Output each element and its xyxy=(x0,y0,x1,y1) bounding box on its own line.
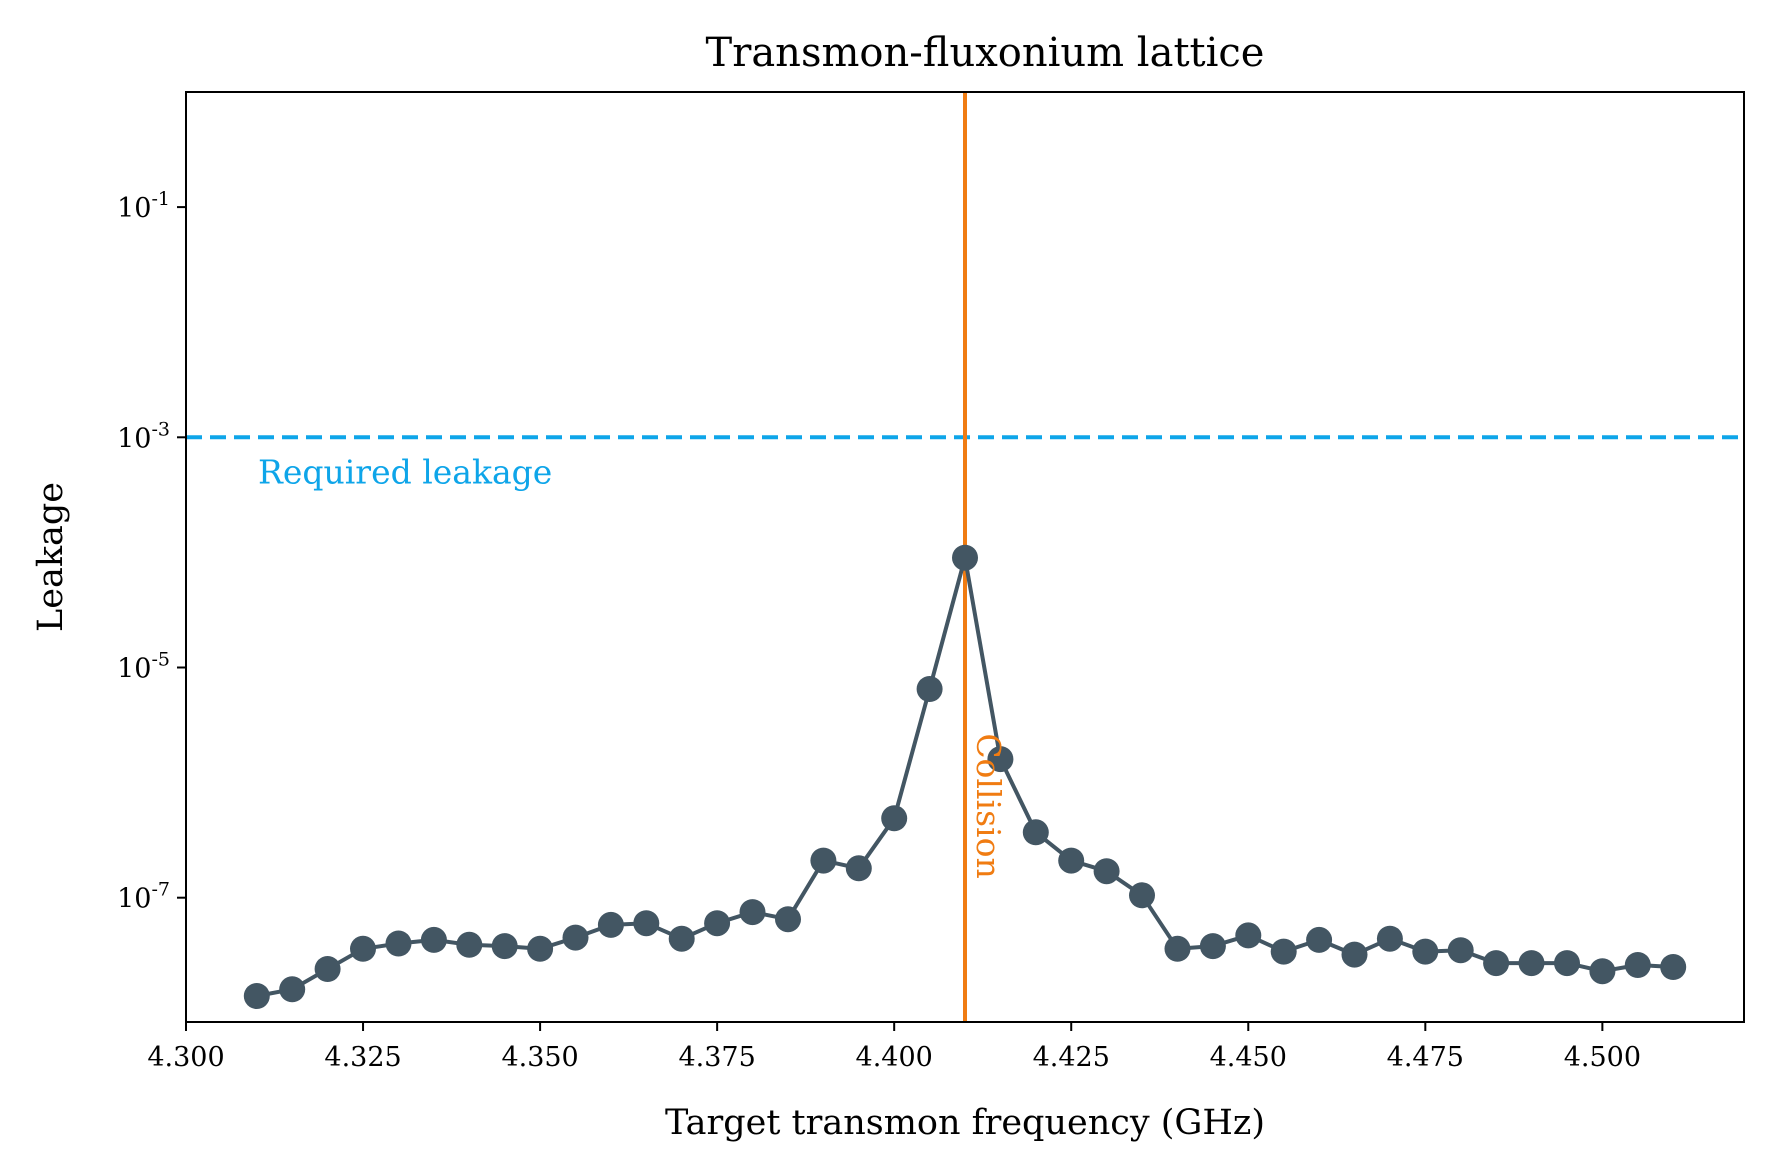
data-point xyxy=(916,676,943,702)
x-tick-label: 4.400 xyxy=(856,1042,933,1073)
data-point xyxy=(1589,958,1616,985)
data-point xyxy=(775,906,801,933)
data-point xyxy=(385,930,412,957)
x-tick-label: 4.500 xyxy=(1564,1042,1641,1073)
data-point xyxy=(1058,847,1085,874)
data-point xyxy=(1412,938,1439,965)
data-point xyxy=(1483,950,1510,977)
data-point xyxy=(1270,938,1297,965)
plot-area: Required leakage Collision xyxy=(185,91,1745,1023)
x-tick-label: 4.450 xyxy=(1210,1042,1287,1073)
data-point xyxy=(1554,950,1580,977)
data-point xyxy=(314,956,341,982)
data-point xyxy=(845,855,872,882)
x-tick-label: 4.425 xyxy=(1033,1042,1110,1073)
series-group xyxy=(243,544,1687,1009)
data-point xyxy=(987,746,1014,773)
data-point xyxy=(1199,933,1226,960)
x-tick-label: 4.375 xyxy=(678,1042,755,1073)
x-axis-label: Target transmon frequency (GHz) xyxy=(665,1103,1265,1143)
data-point xyxy=(633,910,660,937)
data-point xyxy=(1518,950,1545,977)
data-point xyxy=(881,805,908,832)
data-point xyxy=(1235,922,1262,949)
y-axis: 10-1 10-3 10-5 10-7 xyxy=(117,188,186,915)
plot-frame xyxy=(185,91,1745,1023)
data-point xyxy=(279,976,306,1003)
data-point xyxy=(527,935,554,962)
data-point xyxy=(810,847,837,874)
collision-label: Collision xyxy=(969,733,1008,878)
data-point xyxy=(1660,954,1687,980)
y-tick-label: 10-5 xyxy=(117,648,170,684)
data-point xyxy=(1164,935,1191,962)
x-tick-label: 4.325 xyxy=(324,1042,401,1073)
data-point xyxy=(1306,926,1333,953)
x-tick-label: 4.300 xyxy=(147,1042,224,1073)
threshold-label: Required leakage xyxy=(258,452,552,491)
data-point xyxy=(562,924,589,951)
data-point xyxy=(243,983,270,1009)
x-tick-label: 4.350 xyxy=(501,1042,578,1073)
y-tick-label: 10-1 xyxy=(117,188,170,224)
data-point xyxy=(597,911,624,938)
chart-title: Transmon-fluxonium lattice xyxy=(706,30,1265,76)
data-point xyxy=(420,926,447,953)
annotations: Required leakage Collision xyxy=(258,452,1008,878)
data-point xyxy=(704,910,731,937)
data-point xyxy=(739,899,766,926)
y-tick-label: 10-7 xyxy=(117,879,170,915)
data-point xyxy=(668,925,695,952)
data-point xyxy=(456,931,483,958)
data-point xyxy=(350,935,376,962)
data-point xyxy=(1447,937,1474,964)
data-point xyxy=(1376,925,1403,952)
x-axis: 4.300 4.325 4.350 4.375 4.400 4.425 4.450 4.475… xyxy=(147,1022,1641,1073)
data-point xyxy=(952,544,978,571)
y-axis-label: Leakage xyxy=(31,482,71,632)
y-tick-label: 10-3 xyxy=(117,418,170,454)
data-point xyxy=(1341,941,1368,968)
data-point xyxy=(1022,819,1049,846)
data-point xyxy=(491,933,518,960)
data-point xyxy=(1093,858,1120,885)
data-point xyxy=(1624,952,1651,978)
data-point xyxy=(1129,882,1155,909)
x-tick-label: 4.475 xyxy=(1387,1042,1464,1073)
